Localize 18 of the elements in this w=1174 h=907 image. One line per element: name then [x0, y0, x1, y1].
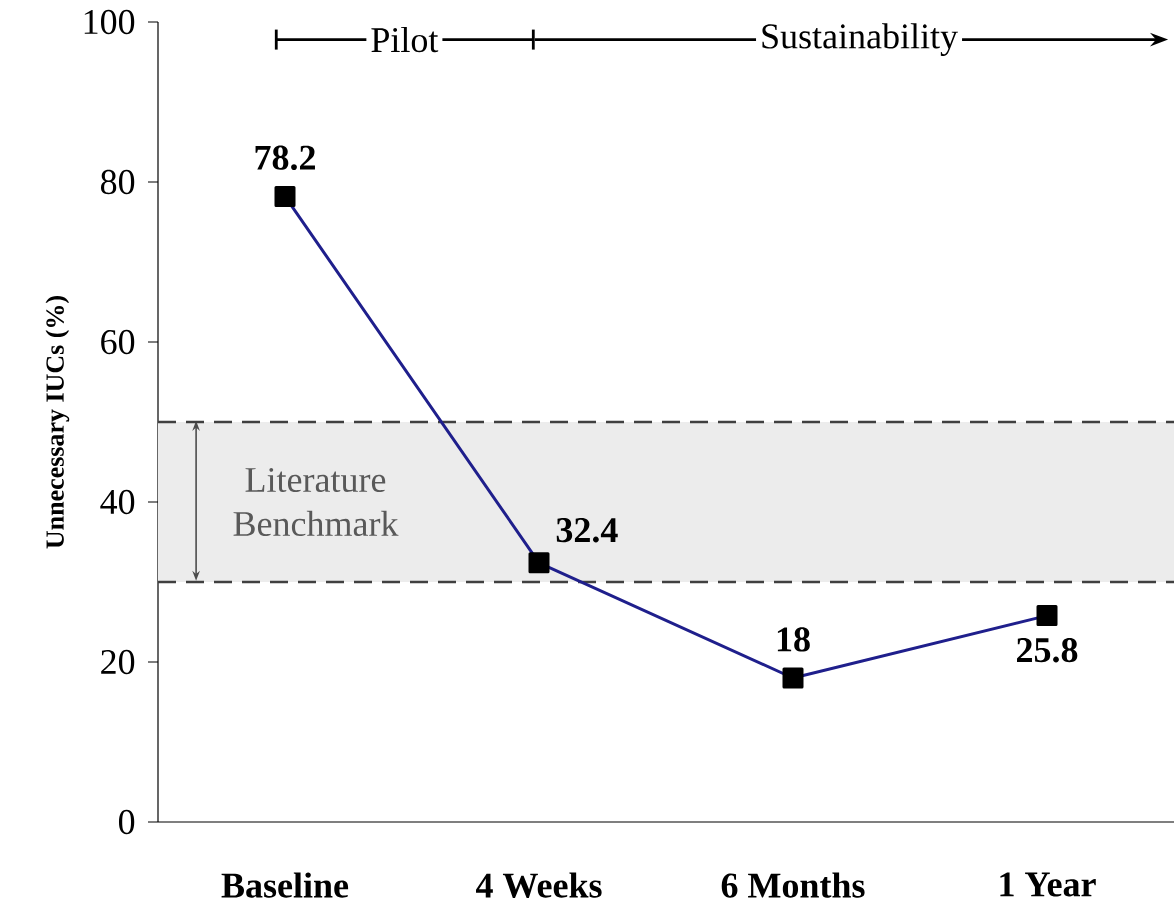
y-tick-label: 80	[100, 169, 135, 195]
data-label: 18	[777, 627, 810, 652]
y-tick-label: 0	[118, 809, 135, 835]
x-tick-label: Baseline	[221, 872, 349, 898]
x-tick-label: 4 Weeks	[476, 872, 602, 898]
data-label: 78.2	[255, 145, 315, 170]
data-label: 25.8	[1017, 638, 1078, 663]
annotation: Pilot	[371, 26, 439, 53]
y-axis-title: Unnecessary IUCs (%)	[45, 296, 70, 549]
band-label: Literature Benchmark	[233, 467, 399, 537]
y-tick-label: 40	[100, 489, 135, 515]
y-tick-label: 60	[101, 329, 135, 355]
y-tick-label: 20	[101, 649, 135, 675]
x-tick-label: 6 Months	[721, 872, 865, 898]
annotation: Sustainability	[762, 23, 958, 56]
x-tick-label: 1 Year	[1000, 872, 1096, 897]
y-tick-label: 100	[84, 9, 135, 35]
data-label: 32.4	[556, 518, 618, 543]
